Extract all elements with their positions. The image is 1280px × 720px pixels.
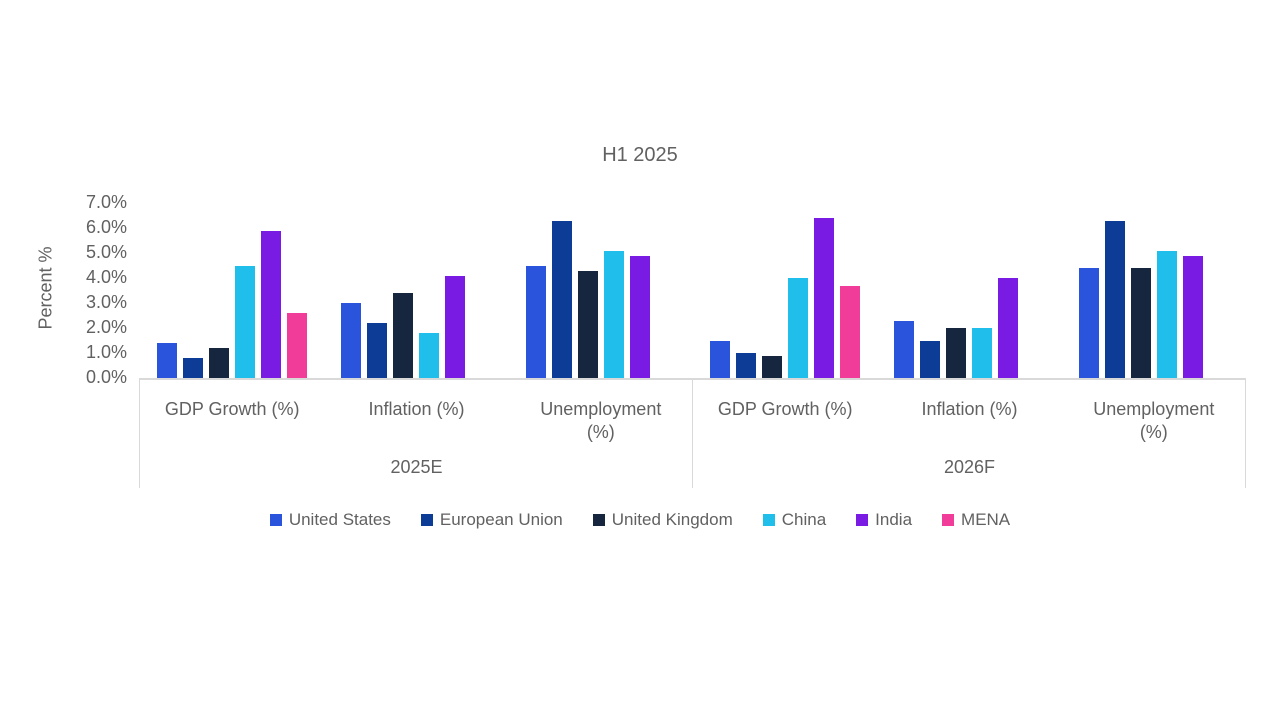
- category-axis-labels: GDP Growth (%) Inflation (%) Unemployment …: [140, 380, 1246, 444]
- bar-united-kingdom: [209, 348, 230, 378]
- bar-china: [235, 265, 256, 378]
- group-label-2026F: 2026F: [943, 456, 996, 477]
- y-tick-label: 4.0%: [85, 267, 127, 287]
- y-tick-label: 2.0%: [85, 317, 127, 337]
- bar-european-union: [551, 220, 572, 378]
- y-tick-label: 5.0%: [85, 242, 127, 262]
- bar-china: [1156, 250, 1177, 378]
- bar-india: [629, 255, 650, 378]
- legend-label: India: [875, 510, 913, 529]
- legend-swatch-icon: [269, 514, 282, 526]
- y-tick-label: 1.0%: [85, 342, 127, 362]
- bar-united-kingdom: [393, 293, 414, 378]
- legend-item-united-kingdom: United Kingdom: [592, 510, 733, 530]
- legend-swatch-icon: [762, 514, 775, 526]
- group-label-2025E: 2025E: [390, 456, 443, 477]
- category-label: GDP Growth (%): [164, 399, 300, 419]
- category-label-group: GDP Growth (%) Inflation (%) Unemployment …: [140, 380, 693, 444]
- plot-group-2026F: [693, 202, 1246, 378]
- bar-china: [603, 250, 624, 378]
- bar-cluster: [509, 202, 693, 378]
- bar-european-union: [920, 340, 941, 378]
- legend-swatch-icon: [942, 514, 955, 526]
- bar-cluster: [877, 202, 1061, 378]
- group-axis-labels: 2025E 2026F: [140, 446, 1246, 488]
- axis-separator-middle: [692, 378, 693, 488]
- legend-label: MENA: [961, 510, 1011, 529]
- legend-label: United Kingdom: [611, 510, 733, 529]
- legend-label: China: [781, 510, 827, 529]
- legend-swatch-icon: [856, 514, 869, 526]
- axis-separator-right: [1245, 378, 1246, 488]
- category-label-group: GDP Growth (%) Inflation (%) Unemployment …: [693, 380, 1246, 444]
- bar-china: [788, 278, 809, 378]
- category-label: Unemployment (%): [1093, 399, 1215, 442]
- bar-china: [972, 328, 993, 378]
- legend-item-mena: MENA: [942, 510, 1010, 530]
- bar-european-union: [1104, 220, 1125, 378]
- chart-title: H1 2025: [602, 144, 678, 166]
- legend-label: United States: [288, 510, 391, 529]
- axis-separator-left: [139, 378, 140, 488]
- legend-item-united-states: United States: [269, 510, 391, 530]
- bar-india: [261, 230, 282, 378]
- bar-united-states: [1078, 268, 1099, 378]
- category-label: Inflation (%): [921, 399, 1018, 419]
- legend-item-india: India: [856, 510, 912, 530]
- legend-label: European Union: [439, 510, 563, 529]
- legend-swatch-icon: [592, 514, 605, 526]
- bar-united-kingdom: [762, 355, 783, 378]
- y-tick-label: 6.0%: [85, 217, 127, 237]
- bar-india: [998, 278, 1019, 378]
- bar-united-states: [525, 265, 546, 378]
- bar-european-union: [367, 323, 388, 378]
- y-tick-label: 7.0%: [85, 192, 127, 212]
- bar-european-union: [736, 353, 757, 378]
- category-label: Inflation (%): [368, 399, 465, 419]
- bar-united-states: [710, 340, 731, 378]
- bar-mena: [840, 285, 861, 378]
- y-tick-label: 0.0%: [85, 367, 127, 387]
- legend-item-china: China: [762, 510, 827, 530]
- bar-cluster: [1062, 202, 1246, 378]
- y-tick-label: 3.0%: [85, 292, 127, 312]
- legend: United States European Union United Kingdo…: [0, 510, 1280, 530]
- bar-european-union: [183, 358, 204, 378]
- bar-india: [445, 275, 466, 378]
- legend-item-european-union: European Union: [420, 510, 563, 530]
- bar-cluster: [140, 202, 324, 378]
- bar-united-states: [341, 303, 362, 378]
- category-label: Unemployment (%): [540, 399, 662, 442]
- bar-united-kingdom: [946, 328, 967, 378]
- bar-mena: [287, 313, 308, 378]
- category-label: GDP Growth (%): [717, 399, 853, 419]
- bar-cluster: [693, 202, 877, 378]
- plot-group-2025E: [140, 202, 693, 378]
- bar-united-states: [894, 320, 915, 378]
- legend-swatch-icon: [420, 514, 433, 526]
- bar-united-kingdom: [1130, 268, 1151, 378]
- bar-cluster: [324, 202, 508, 378]
- bar-china: [419, 333, 440, 378]
- bar-india: [814, 218, 835, 378]
- bar-india: [1182, 255, 1203, 378]
- bar-united-states: [157, 343, 178, 378]
- y-axis-tick-labels: 7.0% 6.0% 5.0% 4.0% 3.0% 2.0% 1.0% 0.0%: [0, 0, 127, 400]
- plot-area: [140, 202, 1246, 380]
- bar-united-kingdom: [577, 270, 598, 378]
